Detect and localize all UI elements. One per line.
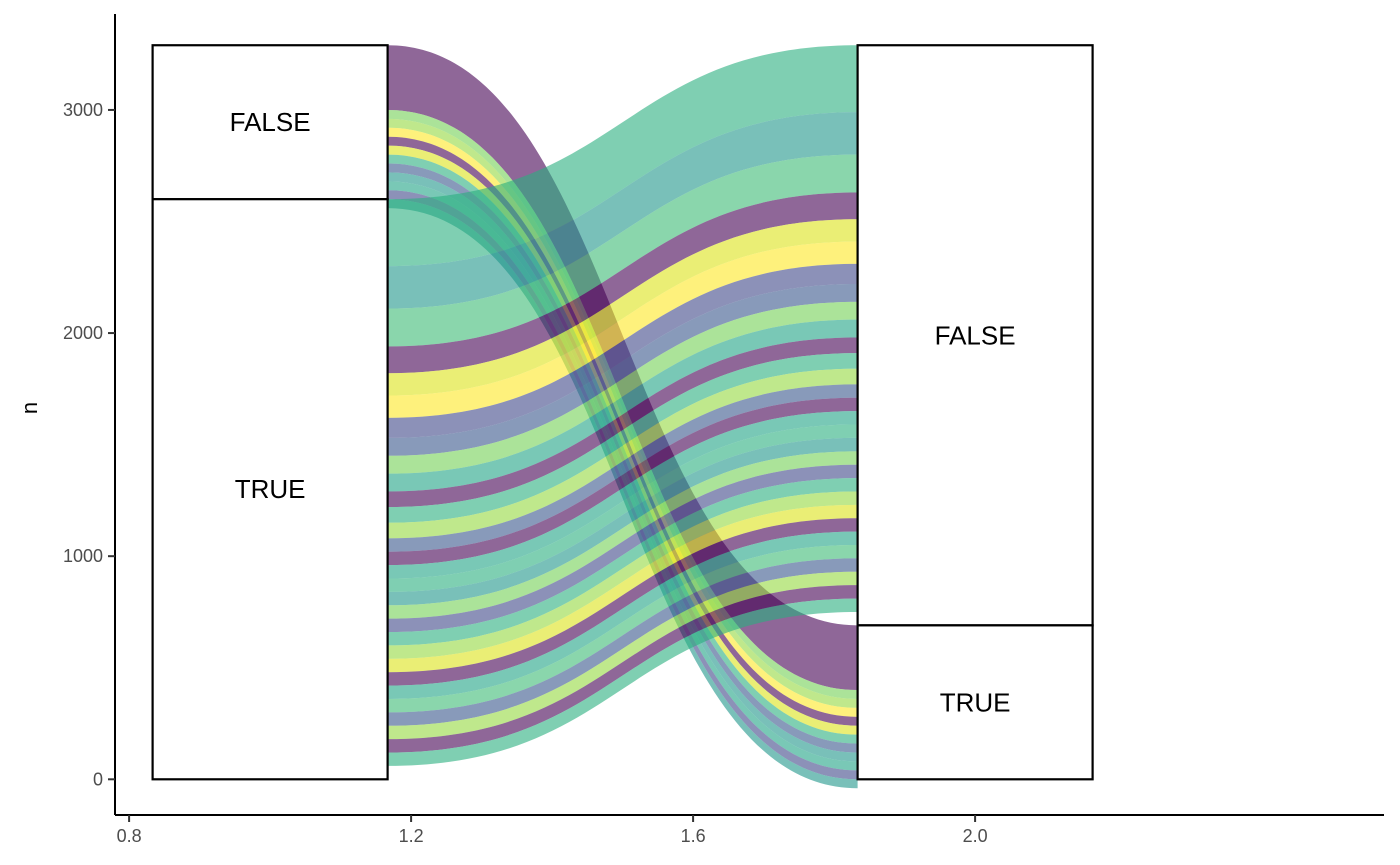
flow-true-to-false xyxy=(387,397,858,566)
x-tick-label: 0.8 xyxy=(117,826,142,846)
flow-true-to-false xyxy=(387,491,858,659)
x-tick-label: 2.0 xyxy=(963,826,988,846)
flow-true-to-false xyxy=(387,337,858,508)
y-tick-label: 0 xyxy=(93,769,103,789)
flow-true-to-false xyxy=(387,571,858,740)
flow-true-to-false xyxy=(387,437,858,606)
strata: FALSE TRUE FALSE TRUE xyxy=(151,44,1094,781)
flow-true-to-false xyxy=(387,585,858,753)
stratum-box-0-false xyxy=(151,44,389,201)
flow-true-to-false xyxy=(387,558,858,726)
x-ticks: 0.8 1.2 1.6 2.0 xyxy=(117,815,988,846)
stratum-label: TRUE xyxy=(235,474,306,504)
flow-true-to-false xyxy=(387,219,858,396)
x-tick-label: 1.6 xyxy=(681,826,706,846)
flow-true-to-false xyxy=(387,504,858,673)
flow-true-to-false xyxy=(387,283,858,456)
stratum-label: TRUE xyxy=(940,687,1011,717)
flow-true-to-false xyxy=(387,545,858,713)
stratum-box-1-true xyxy=(856,624,1094,781)
flow-true-to-false xyxy=(387,518,858,686)
flows xyxy=(387,45,858,789)
y-tick-label: 3000 xyxy=(63,100,103,120)
flow-true-to-false xyxy=(387,464,858,633)
flow-true-to-false xyxy=(387,263,858,438)
stratum-label: FALSE xyxy=(230,107,311,137)
flow-true-to-false xyxy=(387,301,858,474)
flow-true-to-false xyxy=(387,353,858,523)
flow-true-to-false xyxy=(387,368,858,539)
x-tick-label: 1.2 xyxy=(399,826,424,846)
flow-true-to-false xyxy=(387,598,858,766)
flow-true-to-false xyxy=(387,384,858,552)
flow-true-to-false xyxy=(387,411,858,579)
y-ticks: 0 1000 2000 3000 xyxy=(63,100,115,789)
flow-true-to-false xyxy=(387,192,858,374)
axes: 0 1000 2000 3000 0.8 1.2 1.6 2.0 n xyxy=(17,14,1384,846)
flow-true-to-false xyxy=(387,531,858,699)
flow-true-to-false xyxy=(387,478,858,646)
y-axis-title: n xyxy=(17,402,42,414)
flow-true-to-false xyxy=(387,112,858,309)
flow-true-to-false xyxy=(387,154,858,347)
y-tick-label: 2000 xyxy=(63,323,103,343)
flow-true-to-false xyxy=(387,319,858,492)
flow-true-to-false xyxy=(387,241,858,418)
stratum-box-0-true xyxy=(151,198,389,781)
y-tick-label: 1000 xyxy=(63,546,103,566)
flow-true-to-false xyxy=(387,451,858,619)
stratum-label: FALSE xyxy=(935,320,1016,350)
flow-true-to-false xyxy=(387,45,858,267)
flow-true-to-false xyxy=(387,424,858,592)
